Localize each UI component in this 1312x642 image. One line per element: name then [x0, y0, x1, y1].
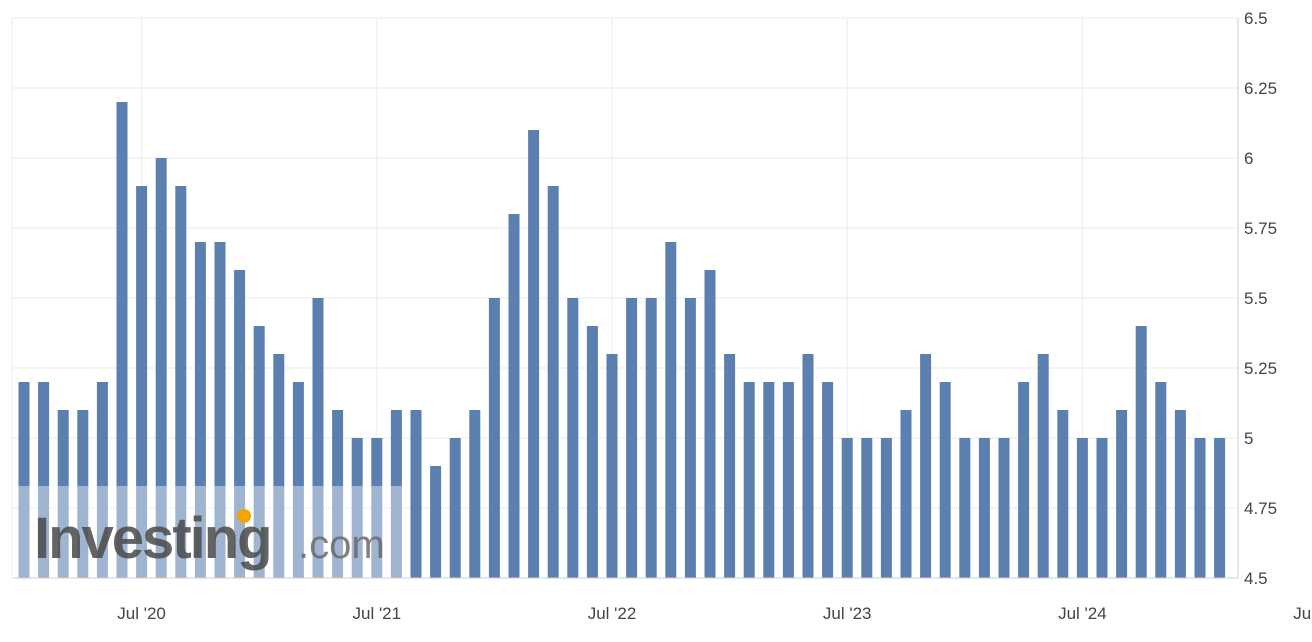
- bar[interactable]: [1096, 438, 1108, 578]
- bar[interactable]: [1018, 382, 1030, 578]
- y-axis-tick-labels: 6.5 6.25 6 5.75 5.5 5.25 5 4.75 4.5: [1244, 9, 1277, 588]
- bar[interactable]: [920, 354, 932, 578]
- bar[interactable]: [743, 382, 755, 578]
- bar[interactable]: [763, 382, 775, 578]
- bar[interactable]: [1037, 354, 1049, 578]
- bar[interactable]: [959, 438, 971, 578]
- y-tick-label: 6.5: [1244, 9, 1268, 28]
- bar[interactable]: [939, 382, 951, 578]
- x-axis-tick-labels: Jul '20 Jul '21 Jul '22 Jul '23 Jul '24 Jul '…: [117, 604, 1312, 623]
- bar[interactable]: [214, 242, 226, 578]
- bar[interactable]: [57, 410, 69, 578]
- bar[interactable]: [508, 214, 520, 578]
- bar[interactable]: [567, 298, 579, 578]
- watermark-accent-dot: [237, 509, 251, 523]
- bar[interactable]: [312, 298, 324, 578]
- bar[interactable]: [1174, 410, 1186, 578]
- bar[interactable]: [1214, 438, 1226, 578]
- bar[interactable]: [724, 354, 736, 578]
- y-tick-label: 4.5: [1244, 569, 1268, 588]
- bar[interactable]: [488, 298, 500, 578]
- bar[interactable]: [782, 382, 794, 578]
- bar[interactable]: [841, 438, 853, 578]
- bar[interactable]: [900, 410, 912, 578]
- bar[interactable]: [469, 410, 481, 578]
- y-tick-label: 4.75: [1244, 499, 1277, 518]
- watermark-backdrop: [18, 486, 406, 578]
- bar[interactable]: [1076, 438, 1088, 578]
- bar[interactable]: [978, 438, 990, 578]
- bar[interactable]: [253, 326, 265, 578]
- x-tick-label: Jul '25: [1293, 604, 1312, 623]
- bar[interactable]: [390, 410, 402, 578]
- bar[interactable]: [175, 186, 187, 578]
- bar[interactable]: [528, 130, 540, 578]
- watermark-suffix: .com: [298, 523, 385, 567]
- y-tick-label: 5.75: [1244, 219, 1277, 238]
- x-tick-label: Jul '20: [117, 604, 166, 623]
- bar[interactable]: [371, 438, 383, 578]
- bar[interactable]: [18, 382, 30, 578]
- bar[interactable]: [273, 354, 285, 578]
- bar[interactable]: [606, 354, 618, 578]
- x-tick-label: Jul '22: [588, 604, 637, 623]
- y-tick-label: 6.25: [1244, 79, 1277, 98]
- bar[interactable]: [194, 242, 206, 578]
- bar[interactable]: [861, 438, 873, 578]
- bar[interactable]: [292, 382, 304, 578]
- bar[interactable]: [1116, 410, 1128, 578]
- bar[interactable]: [880, 438, 892, 578]
- investing-watermark: Investing .com: [18, 486, 406, 578]
- bar[interactable]: [410, 410, 422, 578]
- bar[interactable]: [665, 242, 677, 578]
- bar[interactable]: [1135, 326, 1147, 578]
- bar[interactable]: [645, 298, 657, 578]
- bar-series[interactable]: [18, 102, 1226, 578]
- y-tick-label: 5: [1244, 429, 1253, 448]
- bar[interactable]: [822, 382, 834, 578]
- bar[interactable]: [234, 270, 246, 578]
- bar[interactable]: [96, 382, 108, 578]
- bar[interactable]: [684, 298, 696, 578]
- bar[interactable]: [547, 186, 559, 578]
- x-tick-label: Jul '21: [352, 604, 401, 623]
- axes: [11, 18, 1239, 579]
- bar[interactable]: [802, 354, 814, 578]
- bar[interactable]: [332, 410, 344, 578]
- bar[interactable]: [430, 466, 442, 578]
- y-tick-label: 6: [1244, 149, 1253, 168]
- bar[interactable]: [586, 326, 598, 578]
- bar[interactable]: [449, 438, 461, 578]
- bar[interactable]: [1057, 410, 1069, 578]
- bar[interactable]: [1155, 382, 1167, 578]
- bar[interactable]: [1194, 438, 1206, 578]
- bar[interactable]: [704, 270, 716, 578]
- bar[interactable]: [136, 186, 148, 578]
- bar[interactable]: [38, 382, 50, 578]
- y-tick-label: 5.5: [1244, 289, 1268, 308]
- x-tick-label: Jul '23: [823, 604, 872, 623]
- watermark-brand: Investing: [34, 506, 271, 571]
- y-tick-label: 5.25: [1244, 359, 1277, 378]
- bar[interactable]: [155, 158, 167, 578]
- bar[interactable]: [116, 102, 128, 578]
- bar[interactable]: [626, 298, 638, 578]
- bar[interactable]: [998, 438, 1010, 578]
- x-tick-label: Jul '24: [1058, 604, 1107, 623]
- bar[interactable]: [351, 438, 363, 578]
- bar[interactable]: [77, 410, 89, 578]
